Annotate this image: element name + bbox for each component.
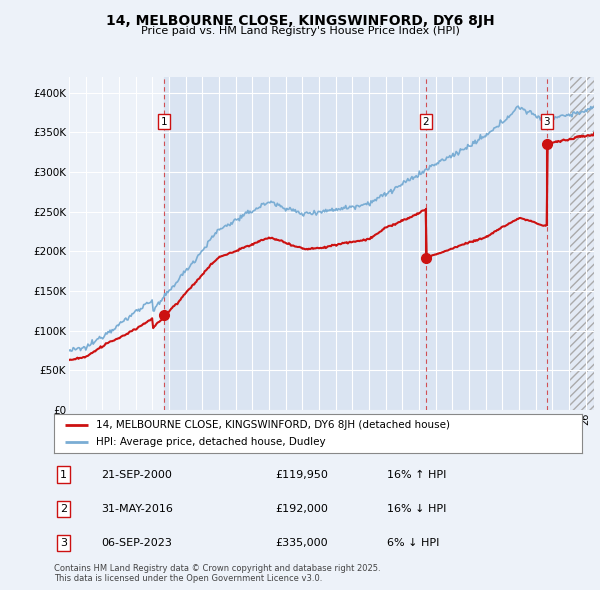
Text: 31-MAY-2016: 31-MAY-2016	[101, 504, 173, 514]
Text: £335,000: £335,000	[276, 538, 328, 548]
Text: 16% ↑ HPI: 16% ↑ HPI	[386, 470, 446, 480]
Text: HPI: Average price, detached house, Dudley: HPI: Average price, detached house, Dudl…	[96, 437, 326, 447]
Text: 3: 3	[60, 538, 67, 548]
Text: 6% ↓ HPI: 6% ↓ HPI	[386, 538, 439, 548]
Text: £192,000: £192,000	[276, 504, 329, 514]
Text: 21-SEP-2000: 21-SEP-2000	[101, 470, 172, 480]
Bar	[164, 77, 426, 410]
Text: 2: 2	[60, 504, 67, 514]
Text: 14, MELBOURNE CLOSE, KINGSWINFORD, DY6 8JH: 14, MELBOURNE CLOSE, KINGSWINFORD, DY6 8…	[106, 14, 494, 28]
Bar	[569, 77, 594, 410]
Text: 14, MELBOURNE CLOSE, KINGSWINFORD, DY6 8JH (detached house): 14, MELBOURNE CLOSE, KINGSWINFORD, DY6 8…	[96, 420, 450, 430]
Text: 1: 1	[161, 117, 167, 127]
Bar	[426, 77, 547, 410]
Bar	[547, 77, 569, 410]
Text: 1: 1	[60, 470, 67, 480]
Text: 06-SEP-2023: 06-SEP-2023	[101, 538, 172, 548]
Bar	[569, 77, 594, 410]
Text: 2: 2	[422, 117, 430, 127]
Text: 16% ↓ HPI: 16% ↓ HPI	[386, 504, 446, 514]
Text: £119,950: £119,950	[276, 470, 329, 480]
Text: 3: 3	[544, 117, 550, 127]
Text: Price paid vs. HM Land Registry's House Price Index (HPI): Price paid vs. HM Land Registry's House …	[140, 26, 460, 36]
Text: Contains HM Land Registry data © Crown copyright and database right 2025.
This d: Contains HM Land Registry data © Crown c…	[54, 564, 380, 584]
